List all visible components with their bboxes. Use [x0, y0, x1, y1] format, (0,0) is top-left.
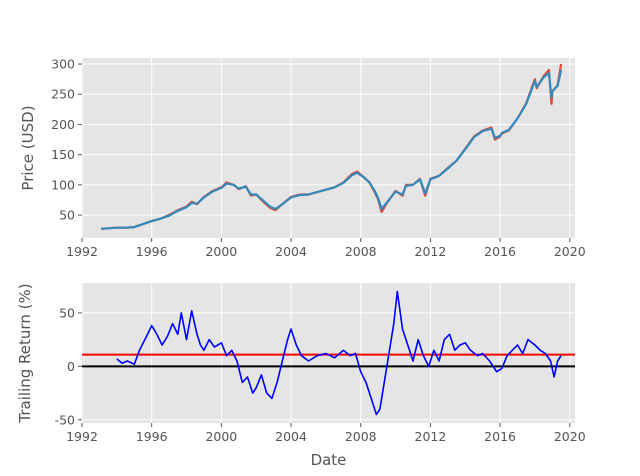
y-tick-label: 100: [51, 177, 75, 192]
x-axis-label: Date: [311, 451, 347, 469]
price-panel: 1992 1996 2000 2004 2008 2012 2016 2020 50 100 150…: [19, 57, 586, 259]
x-tick-label: 1996: [136, 244, 168, 259]
y-tick-label: 200: [51, 117, 75, 132]
x-tick-label: 2008: [345, 244, 377, 259]
trailing-return-panel: 1992 1996 2000 2004 2008 2012 2016 2020 -50 0 50 Tr…: [16, 283, 586, 469]
x-tick-label: 2000: [205, 429, 237, 444]
plot-background: [82, 58, 575, 238]
y-tick-label: 50: [59, 208, 75, 223]
x-tick-label: 2020: [554, 429, 586, 444]
x-tick-label: 1992: [66, 429, 98, 444]
y-tick-label: 250: [51, 87, 75, 102]
plot-area: [101, 63, 563, 230]
y-axis-label: Trailing Return (%): [16, 283, 34, 423]
plot-background: [82, 283, 575, 423]
series-line-1: [116, 290, 562, 416]
y-tick-label: 150: [51, 147, 75, 162]
x-tick-label: 1996: [136, 429, 168, 444]
y-axis-label: Price (USD): [19, 105, 37, 190]
y-tick-label: 50: [59, 305, 75, 320]
x-tick-label: 2008: [345, 429, 377, 444]
plot-area: [82, 290, 575, 416]
x-tick-label: 2004: [275, 244, 307, 259]
x-tick-label: 2000: [205, 244, 237, 259]
series-line-2: [101, 69, 563, 230]
y-tick-label: 300: [51, 57, 75, 72]
x-tick-label: 2004: [275, 429, 307, 444]
x-tick-label: 1992: [66, 244, 98, 259]
x-tick-label: 2016: [484, 429, 516, 444]
y-tick-label: 0: [67, 359, 75, 374]
x-tick-label: 2012: [415, 244, 447, 259]
x-tick-label: 2012: [415, 429, 447, 444]
x-tick-label: 2016: [484, 244, 516, 259]
x-tick-label: 2020: [554, 244, 586, 259]
y-tick-label: -50: [55, 412, 75, 427]
